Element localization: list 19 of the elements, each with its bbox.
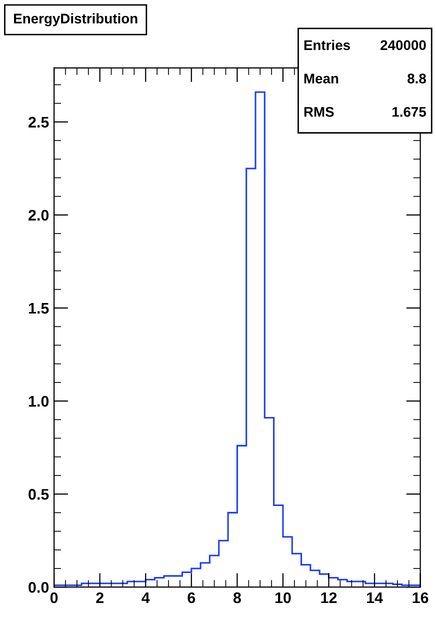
x-tick-label: 12 [321,592,337,604]
y-tick-label: 1.0 [28,396,49,407]
x-tick-label: 0 [50,592,58,604]
y-tick-label: 0.5 [28,488,49,500]
x-tick-label: 2 [96,592,104,604]
x-tick-label: 14 [366,592,383,604]
text: RMS 1.675 [304,106,426,117]
x-tick-label: 4 [142,592,150,604]
y-tick-label: 2.5 [28,116,49,128]
y-tick-label: 0.0 [28,582,49,593]
text: Mean 8.8 [304,74,426,84]
x-tick-label: 16 [412,592,428,604]
text: Entries 240000 [304,40,426,50]
chart-title: EnergyDistribution [14,13,138,26]
x-tick-label: 8 [233,592,241,604]
x-tick-label: 10 [275,592,291,604]
y-tick-label: 1.5 [28,303,49,314]
y-tick-label: 2.0 [28,210,49,221]
x-tick-label: 6 [188,592,196,604]
